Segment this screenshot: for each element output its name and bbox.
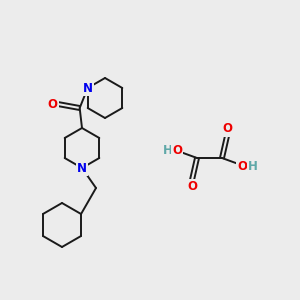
Text: O: O: [172, 143, 182, 157]
Text: O: O: [187, 181, 197, 194]
Text: N: N: [77, 161, 87, 175]
Text: H: H: [248, 160, 258, 172]
Text: H: H: [163, 143, 173, 157]
Text: N: N: [83, 82, 93, 94]
Text: O: O: [222, 122, 232, 136]
Text: O: O: [48, 98, 58, 110]
Text: O: O: [237, 160, 247, 172]
